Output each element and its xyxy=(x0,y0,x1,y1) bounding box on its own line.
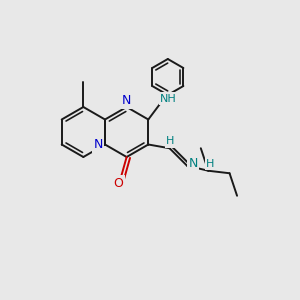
Text: H: H xyxy=(167,136,175,146)
Text: H: H xyxy=(206,159,214,169)
Text: N: N xyxy=(188,157,198,170)
Text: NH: NH xyxy=(160,94,177,103)
Text: N: N xyxy=(122,94,131,107)
Text: N: N xyxy=(93,138,103,151)
Text: O: O xyxy=(114,177,124,190)
